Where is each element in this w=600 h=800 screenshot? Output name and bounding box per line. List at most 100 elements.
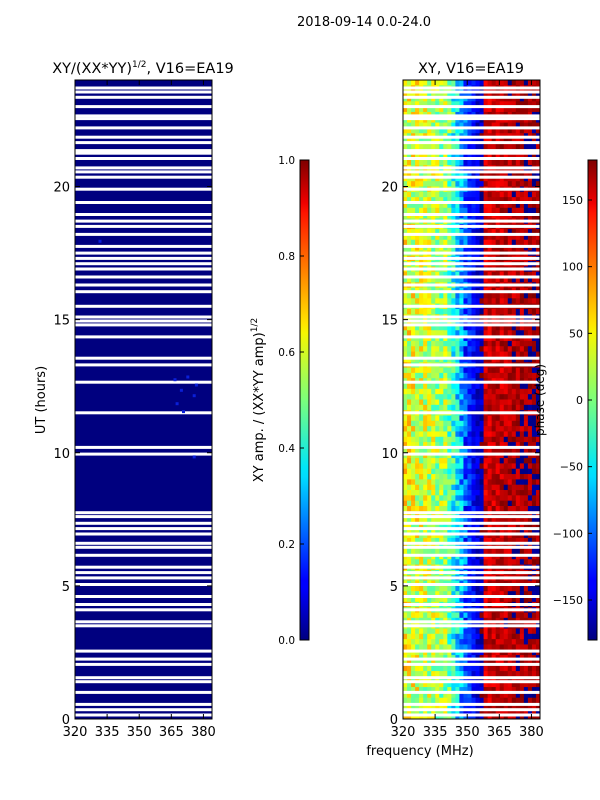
phase-cell <box>483 628 489 635</box>
phase-cell <box>519 335 525 342</box>
phase-cell <box>435 431 440 438</box>
phase-cell <box>415 633 420 640</box>
phase-cell <box>427 356 432 363</box>
phase-cell <box>447 633 452 640</box>
phase-cell <box>507 330 513 336</box>
phase-cell <box>531 713 537 720</box>
phase-cell <box>443 628 448 635</box>
phase-cell <box>447 671 452 677</box>
phase-cell <box>523 101 529 108</box>
phase-cell <box>443 490 448 496</box>
phase-cell <box>467 308 472 315</box>
phase-cell <box>499 356 505 363</box>
phase-cell <box>503 245 509 251</box>
phase-cell <box>415 191 420 198</box>
phase-cell <box>451 330 456 336</box>
phase-cell <box>451 426 456 432</box>
flagged-row <box>75 267 212 271</box>
phase-cell <box>463 298 468 305</box>
phase-cell <box>507 612 513 619</box>
flagged-row <box>403 95 540 99</box>
phase-cell <box>407 644 412 651</box>
phase-cell <box>527 90 533 97</box>
phase-cell <box>447 644 452 651</box>
phase-cell <box>495 234 501 241</box>
phase-cell <box>519 644 525 651</box>
phase-cell <box>483 202 489 209</box>
phase-cell <box>439 202 444 209</box>
phase-cell <box>519 271 525 278</box>
phase-cell <box>535 202 541 209</box>
phase-cell <box>527 324 533 331</box>
flagged-row <box>75 690 212 694</box>
phase-cell <box>483 175 489 182</box>
phase-colorbar-tick-label: −150 <box>553 594 583 607</box>
phase-cell <box>503 346 509 352</box>
phase-cell <box>499 644 505 651</box>
phase-cell <box>503 468 509 475</box>
phase-cell <box>519 431 525 438</box>
phase-cell <box>427 293 432 299</box>
phase-cell <box>475 452 480 459</box>
phase-cell <box>451 394 456 400</box>
phase-cell <box>443 687 448 693</box>
phase-cell <box>535 442 541 448</box>
phase-cell <box>463 399 468 406</box>
phase-cell <box>531 197 537 203</box>
phase-cell <box>519 90 525 97</box>
phase-cell <box>527 330 533 336</box>
phase-cell <box>523 388 529 395</box>
phase-cell <box>531 628 537 635</box>
phase-cell <box>431 692 436 699</box>
phase-cell <box>455 394 460 400</box>
phase-cell <box>423 628 428 635</box>
phase-cell <box>527 234 533 241</box>
phase-cell <box>483 415 489 422</box>
phase-cell <box>447 356 452 363</box>
phase-cell <box>439 229 444 235</box>
phase-cell <box>499 681 505 688</box>
phase-cell <box>499 191 505 198</box>
phase-cell <box>403 239 408 246</box>
phase-cell <box>435 117 440 124</box>
phase-cell <box>511 117 517 124</box>
flagged-row <box>403 105 540 109</box>
phase-cell <box>483 90 489 97</box>
phase-cell <box>527 239 533 246</box>
phase-cell <box>451 420 456 427</box>
phase-cell <box>475 548 480 555</box>
phase-cell <box>483 527 489 534</box>
phase-cell <box>483 474 489 480</box>
phase-cell <box>535 298 541 305</box>
phase-cell <box>435 676 440 683</box>
phase-cell <box>451 245 456 251</box>
phase-cell <box>511 431 517 438</box>
phase-cell <box>423 495 428 502</box>
phase-cell <box>467 671 472 677</box>
phase-cell <box>475 442 480 448</box>
phase-cell <box>459 474 464 480</box>
phase-cell <box>415 474 420 480</box>
phase-cell <box>451 431 456 438</box>
phase-cell <box>443 452 448 459</box>
phase-cell <box>419 628 424 635</box>
phase-cell <box>491 229 497 235</box>
phase-cell <box>507 479 513 486</box>
phase-cell <box>451 106 456 113</box>
phase-cell <box>439 484 444 491</box>
phase-cell <box>487 516 493 523</box>
phase-cell <box>491 239 497 246</box>
flagged-row <box>403 86 540 90</box>
phase-cell <box>411 80 416 86</box>
phase-cell <box>523 277 529 283</box>
phase-cell <box>411 649 416 656</box>
amp-y-tick-label: 0 <box>62 713 70 728</box>
phase-cell <box>471 181 476 187</box>
phase-cell <box>531 234 537 241</box>
flagged-row <box>75 224 212 228</box>
phase-cell <box>475 596 480 603</box>
phase-cell <box>527 356 533 363</box>
phase-cell <box>407 330 412 336</box>
phase-cell <box>535 90 541 97</box>
phase-cell <box>427 559 432 565</box>
